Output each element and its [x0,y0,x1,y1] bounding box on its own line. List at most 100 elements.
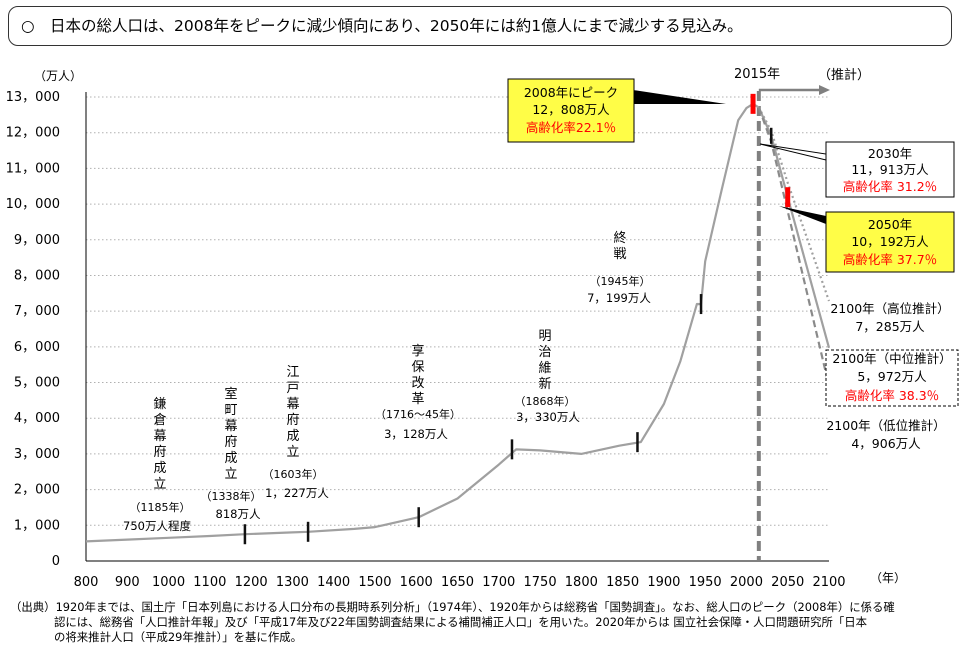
callout-2050-box [825,211,955,273]
event-value: 3，330万人 [516,410,580,424]
x-tick-label: 2000 [730,575,763,590]
source-line-3: の将来推計人口（平成29年推計）」を基に作成。 [54,630,302,644]
callout-low-line2: 4，906万人 [851,436,921,451]
x-tick-label: 1900 [647,575,680,590]
event-char: 幕 [286,397,299,412]
y-tick-label: 8，000 [14,268,60,283]
x-tick-label: 1950 [689,575,722,590]
y-axis-unit: （万人） [34,69,82,83]
y-tick-label: 7，000 [14,304,60,319]
x-tick-label: 1100 [193,575,226,590]
x-tick-label: 800 [74,575,99,590]
callout-2030-line1: 2030年 [868,146,912,161]
y-tick-label: 13，000 [6,90,60,105]
event-char: 革 [411,392,424,407]
event-char: 終 [613,230,626,246]
event-value: 3，128万人 [384,427,448,441]
event-value: 750万人程度 [123,519,191,533]
callout-2050-line2: 10，192万人 [851,234,929,249]
pointer-2050 [779,206,826,224]
x-tick-label: 1300 [276,575,309,590]
series-line-solid-0 [85,102,760,543]
callout-peak-box [507,78,635,143]
series-lines [85,102,831,543]
grid [86,96,829,526]
y-tick-label: 10，000 [6,197,60,212]
event-char: 立 [153,477,166,492]
event-char: 新 [538,376,551,392]
y-tick-label: 12，000 [6,126,60,141]
y-tick-label: 1，000 [14,518,60,533]
source-note: （出典）1920年までは、国土庁「日本列島における人口分布の長期時系列分析」（1… [10,600,958,645]
boundary-label: 2015年 [734,67,780,82]
event-year: （1945年） [590,274,651,288]
event-char: 幕 [153,429,166,444]
event-year: （1603年） [263,467,324,481]
event-char: 戦 [613,247,626,262]
callout-high-line2: 7，285万人 [855,319,925,334]
event-char: 戸 [286,381,299,396]
callout-2030-line3: 高齢化率 31.2％ [843,179,937,194]
x-axis-unit: （年） [870,571,906,585]
event-value: 7，199万人 [587,291,651,305]
x-tick-label: 900 [115,575,140,590]
callout-mid-line3: 高齢化率 38.3％ [845,388,939,403]
event-value: 1，227万人 [265,486,329,500]
y-tick-label: 9，000 [14,233,60,248]
x-tick-label: 2100 [812,575,845,590]
red-marker [785,187,791,208]
red-marker [750,93,756,114]
x-tick-label: 1800 [565,575,598,590]
x-tick-label: 1500 [358,575,391,590]
y-tick-label: 11，000 [6,161,60,176]
callout-mid-line2: 5，972万人 [857,369,927,384]
x-tick-label: 1700 [482,575,515,590]
event-char: 明 [538,329,551,344]
event-char: 維 [538,361,551,376]
event-char: 保 [411,360,424,375]
callout-peak-line1: 2008年にピーク [524,85,618,100]
y-tick-label: 2，000 [14,483,60,498]
pointer-2030 [759,143,827,161]
x-tick-label: 1750 [524,575,557,590]
y-tick-label: 5，000 [14,376,60,391]
series-line-solid-1 [757,106,831,349]
y-tick-label: 3，000 [14,447,60,462]
x-tick-label: 1850 [606,575,639,590]
event-char: 室 [224,386,237,402]
x-tick-label: 1600 [400,575,433,590]
projection-label: （推計） [818,67,870,83]
x-tick-label: 1200 [235,575,268,590]
headline-text: ○ 日本の総人口は、2008年をピークに減少傾向にあり、2050年には約1億人に… [21,17,743,35]
event-char: 改 [411,376,424,391]
event-char: 立 [286,445,299,460]
event-char: 町 [224,403,237,418]
pointer-peak [633,90,726,104]
callout-high-line1: 2100年（高位推計） [830,301,949,316]
x-tick-label: 1000 [152,575,185,590]
event-year: （1868年） [515,394,576,408]
event-char: 成 [153,461,166,476]
callout-2030-box [825,141,955,198]
event-char: 倉 [153,413,166,428]
callout-2030-line2: 11，913万人 [851,162,929,177]
callout-low-line1: 2100年（低位推計） [826,418,945,433]
event-char: 治 [538,345,551,360]
event-char: 鎌 [153,397,166,412]
event-char: 江 [286,365,299,380]
event-year: （1716～45年） [375,407,461,421]
series-line-dashed-3 [757,107,831,387]
event-annotations: 鎌倉幕府成立（1185年）750万人程度室町幕府成立（1338年）818万人江戸… [123,230,703,545]
event-char: 府 [224,435,237,450]
callout-peak-line2: 12，808万人 [532,102,610,117]
projection-arrow-head [819,85,830,95]
event-value: 818万人 [216,507,261,521]
x-tick-label: 2050 [771,575,804,590]
y-tick-label: 4，000 [14,411,60,426]
event-year: （1185年） [130,500,191,514]
callout-2050-line1: 2050年 [868,217,912,232]
event-char: 立 [224,467,237,482]
y-tick-label: 0 [52,554,60,569]
source-line-2: 認には、総務省「人口推計年報」及び「平成17年及び22年国勢調査結果による補間補… [54,615,868,629]
